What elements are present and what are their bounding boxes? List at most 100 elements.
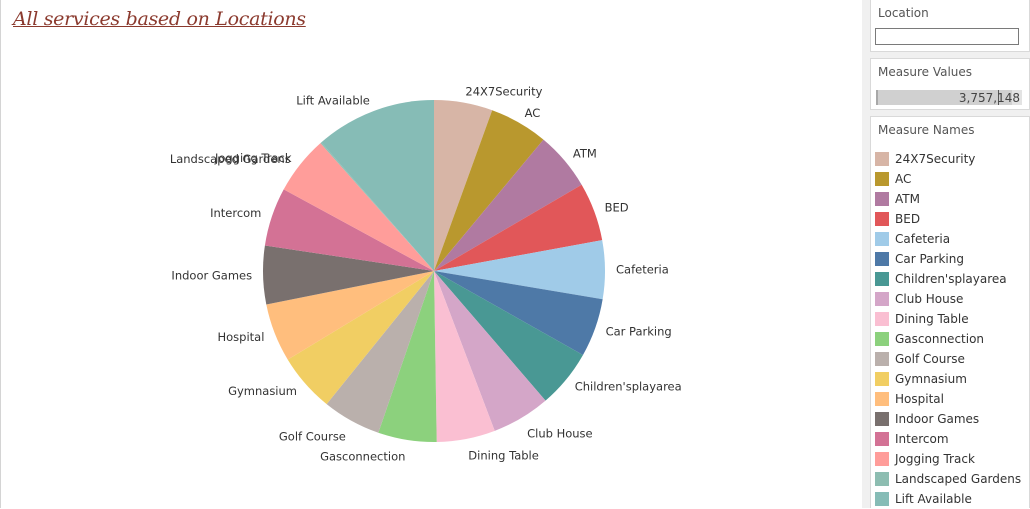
side-panel: Location Measure Values 3,757,148 Measur… [862, 0, 1030, 508]
legend-item-bed[interactable]: BED [875, 209, 1025, 229]
legend-label: Car Parking [895, 252, 964, 266]
measure-values-slider-fill [878, 90, 1012, 105]
legend-label: 24X7Security [895, 152, 976, 166]
legend-label: ATM [895, 192, 920, 206]
pie-slice-golf-course[interactable] [326, 271, 434, 433]
legend-item-children-splayarea[interactable]: Children'splayarea [875, 269, 1025, 289]
pie-label-lift-available: Lift Available [296, 94, 370, 108]
legend-item-club-house[interactable]: Club House [875, 289, 1025, 309]
legend-label: Club House [895, 292, 964, 306]
legend-item-landscaped-gardens[interactable]: Landscaped Gardens [875, 469, 1025, 489]
legend-item-dining-table[interactable]: Dining Table [875, 309, 1025, 329]
legend-label: Jogging Track [895, 452, 975, 466]
pie-label-cafeteria: Cafeteria [616, 263, 669, 277]
legend-swatch [875, 352, 889, 366]
legend-swatch [875, 392, 889, 406]
legend-swatch [875, 152, 889, 166]
chart-title: All services based on Locations [13, 8, 306, 30]
measure-values-card: Measure Values 3,757,148 [870, 58, 1030, 110]
legend-label: Children'splayarea [895, 272, 1007, 286]
legend-label: Hospital [895, 392, 944, 406]
legend-swatch [875, 412, 889, 426]
pie-label-hospital: Hospital [217, 330, 264, 344]
legend-item-intercom[interactable]: Intercom [875, 429, 1025, 449]
legend-item-24x7security[interactable]: 24X7Security [875, 149, 1025, 169]
legend-title: Measure Names [878, 123, 975, 137]
legend-swatch [875, 212, 889, 226]
pie-label-indoor-games: Indoor Games [171, 268, 252, 282]
pie-label-dining-table: Dining Table [468, 449, 539, 463]
pie-slice-car-parking[interactable] [434, 271, 603, 355]
legend-label: AC [895, 172, 912, 186]
legend-item-cafeteria[interactable]: Cafeteria [875, 229, 1025, 249]
legend-swatch [875, 492, 889, 506]
pie-slice-landscaped-gardens[interactable] [320, 142, 434, 271]
measure-values-title: Measure Values [878, 65, 973, 79]
pie-label-gasconnection: Gasconnection [320, 450, 405, 464]
legend-swatch [875, 292, 889, 306]
legend-swatch [875, 252, 889, 266]
legend-label: Indoor Games [895, 412, 980, 426]
pie-label-car-parking: Car Parking [606, 325, 672, 339]
legend-swatch [875, 192, 889, 206]
legend-list: 24X7Security AC ATM BED Cafeteria Car Parking… [875, 149, 1025, 509]
location-filter-title: Location [878, 6, 929, 20]
pie-slice-indoor-games[interactable] [263, 245, 434, 305]
measure-values-slider-handle[interactable] [997, 90, 999, 105]
pie-label-ac: AC [525, 106, 541, 120]
measure-names-legend-card: Measure Names 24X7Security AC ATM BED Cafete… [870, 116, 1030, 508]
pie-label-intercom: Intercom [210, 206, 261, 220]
legend-label: Intercom [895, 432, 949, 446]
pie-label-jogging-track: Jogging Track [214, 151, 292, 165]
legend-item-indoor-games[interactable]: Indoor Games [875, 409, 1025, 429]
legend-item-hospital[interactable]: Hospital [875, 389, 1025, 409]
location-filter-input[interactable] [875, 28, 1019, 45]
legend-swatch [875, 452, 889, 466]
pie-slice-atm[interactable] [434, 139, 582, 271]
pie-slice-children-splayarea[interactable] [434, 271, 583, 401]
pie-slice-intercom[interactable] [264, 189, 434, 271]
location-filter-card: Location [870, 0, 1030, 52]
pie-slice-jogging-track[interactable] [283, 143, 434, 271]
pie-slice-ac[interactable] [434, 110, 544, 272]
pie-label-children-splayarea: Children'splayarea [575, 379, 682, 393]
measure-values-slider[interactable]: 3,757,148 [876, 90, 1022, 105]
legend-label: Landscaped Gardens [895, 472, 1022, 486]
pie-slice-club-house[interactable] [434, 271, 546, 431]
pie-label-atm: ATM [573, 146, 597, 160]
pie-slice-gymnasium[interactable] [287, 271, 434, 405]
pie-label-club-house: Club House [527, 426, 593, 440]
legend-swatch [875, 332, 889, 346]
legend-item-gasconnection[interactable]: Gasconnection [875, 329, 1025, 349]
legend-item-gymnasium[interactable]: Gymnasium [875, 369, 1025, 389]
legend-label: Gasconnection [895, 332, 985, 346]
legend-swatch [875, 172, 889, 186]
pie-slice-dining-table[interactable] [434, 271, 495, 442]
legend-item-atm[interactable]: ATM [875, 189, 1025, 209]
pie-slice-hospital[interactable] [266, 271, 434, 360]
legend-item-golf-course[interactable]: Golf Course [875, 349, 1025, 369]
chart-area: All services based on Locations 24X7Secu… [0, 0, 682, 508]
pie-slice-lift-available[interactable] [321, 100, 434, 271]
legend-swatch [875, 432, 889, 446]
pie-label-bed: BED [605, 201, 629, 215]
legend-label: Dining Table [895, 312, 969, 326]
legend-item-lift-available[interactable]: Lift Available [875, 489, 1025, 509]
pie-slice-bed[interactable] [434, 184, 603, 271]
pie-slice-gasconnection[interactable] [378, 271, 437, 443]
pie-chart: 24X7Security AC ATM BED Cafeteria Car Parking… [170, 85, 682, 464]
legend-swatch [875, 232, 889, 246]
legend-label: BED [895, 212, 921, 226]
pie-slice-cafeteria[interactable] [434, 240, 606, 300]
legend-swatch [875, 372, 889, 386]
pie-label-landscaped-gardens: Landscaped Gardens [170, 152, 291, 166]
pie-label-gymnasium: Gymnasium [228, 384, 297, 398]
legend-item-ac[interactable]: AC [875, 169, 1025, 189]
pie-slice-24x7security[interactable] [434, 100, 493, 271]
pie-label-golf-course: Golf Course [279, 429, 346, 443]
legend-swatch [875, 312, 889, 326]
legend-item-car-parking[interactable]: Car Parking [875, 249, 1025, 269]
legend-item-jogging-track[interactable]: Jogging Track [875, 449, 1025, 469]
legend-label: Gymnasium [895, 372, 967, 386]
legend-label: Golf Course [895, 352, 965, 366]
